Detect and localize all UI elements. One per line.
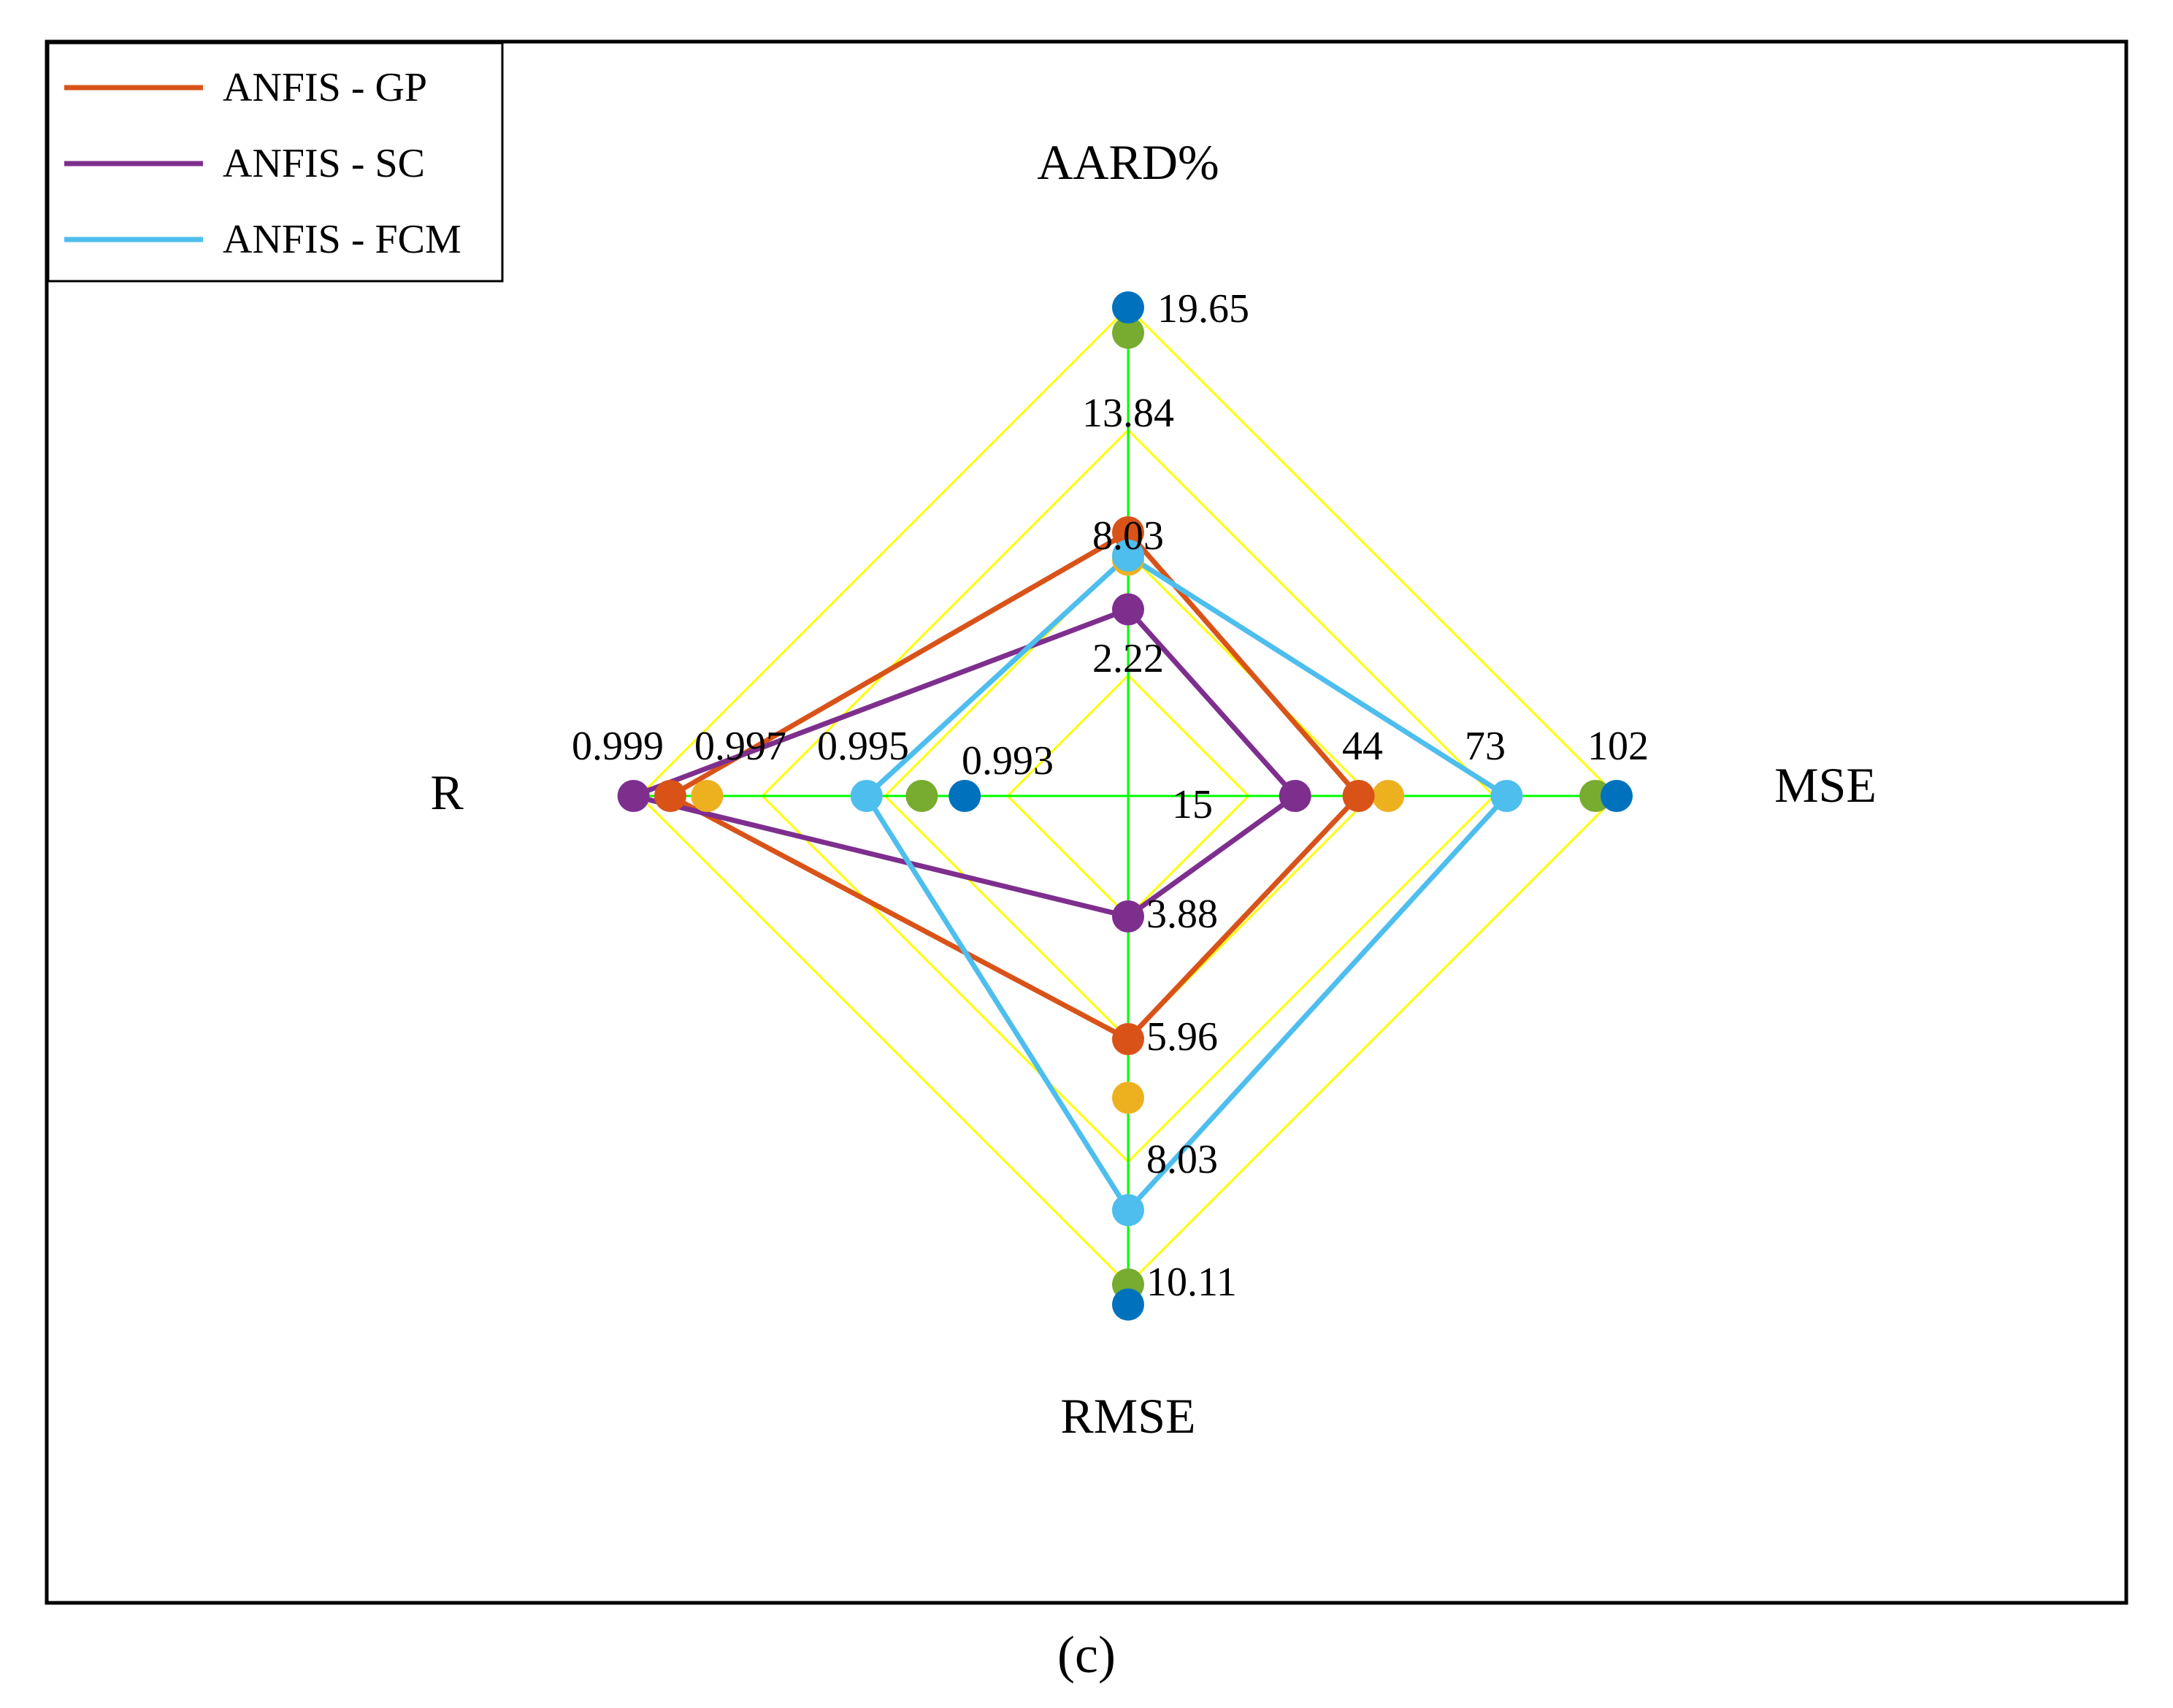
axis-title-mse: MSE (1774, 757, 1877, 813)
axis-title-aard: AARD% (1037, 134, 1219, 190)
tick-label-r-3: 0.997 (694, 724, 786, 769)
legend-label-0: ANFIS - GP (223, 65, 427, 110)
tick-label-mse-3: 73 (1465, 724, 1506, 769)
axis-title-rmse: RMSE (1060, 1388, 1195, 1444)
series-4-point-0 (1112, 316, 1144, 349)
tick-label-aard-2: 8.03 (1092, 513, 1164, 559)
series-0-point-2 (1112, 1023, 1144, 1055)
legend-label-2: ANFIS - FCM (223, 217, 461, 262)
tick-label-mse-4: 102 (1587, 724, 1649, 769)
tick-label-rmse-4: 10.11 (1146, 1260, 1237, 1305)
series-3-point-3 (691, 780, 724, 812)
series-5-point-3 (948, 780, 981, 812)
series-1-point-2 (1112, 900, 1144, 932)
series-0-point-1 (1342, 780, 1375, 812)
tick-label-mse-2: 44 (1342, 724, 1383, 769)
series-1-point-1 (1279, 780, 1311, 812)
axis-title-r: R (430, 765, 464, 820)
series-1-point-3 (617, 780, 650, 812)
series-3-point-1 (1372, 780, 1405, 812)
series-0-point-0 (1112, 516, 1144, 548)
series-2-point-3 (850, 780, 883, 812)
tick-label-r-2: 0.995 (817, 724, 909, 769)
series-1-point-0 (1112, 593, 1144, 626)
tick-label-aard-1: 2.22 (1092, 636, 1164, 681)
tick-label-aard-4: 19.65 (1157, 286, 1249, 332)
plot-frame (45, 39, 2128, 1605)
series-5-point-0 (1112, 291, 1144, 323)
tick-labels: 2.22 8.03 13.84 19.65 15 44 73 102 3.88 5.96 8.03 1… (572, 286, 1649, 1305)
tick-label-r-4: 0.999 (572, 724, 664, 769)
figure-caption: (c) (1057, 1625, 1116, 1684)
series-2-point-2 (1112, 1194, 1144, 1227)
tick-label-rmse-1: 3.88 (1146, 892, 1218, 937)
series-2-point-1 (1490, 780, 1523, 812)
axis-titles: AARD% MSE RMSE R (430, 134, 1877, 1444)
legend-label-1: ANFIS - SC (223, 141, 425, 186)
tick-label-rmse-3: 8.03 (1146, 1137, 1218, 1182)
series-2-point-0 (1112, 539, 1144, 572)
tick-label-rmse-2: 5.96 (1146, 1014, 1218, 1060)
legend: ANFIS - GP ANFIS - SC ANFIS - FCM (47, 42, 504, 283)
series-4-point-3 (905, 780, 938, 812)
series-3-point-2 (1112, 1081, 1144, 1114)
tick-label-r-1: 0.993 (962, 738, 1054, 784)
series-5-point-1 (1601, 780, 1633, 812)
series-5-point-2 (1112, 1288, 1144, 1321)
tick-label-aard-3: 13.84 (1082, 391, 1174, 436)
tick-label-mse-1: 15 (1172, 782, 1213, 827)
series-markers (617, 291, 1633, 1321)
series-0-point-3 (654, 780, 686, 812)
